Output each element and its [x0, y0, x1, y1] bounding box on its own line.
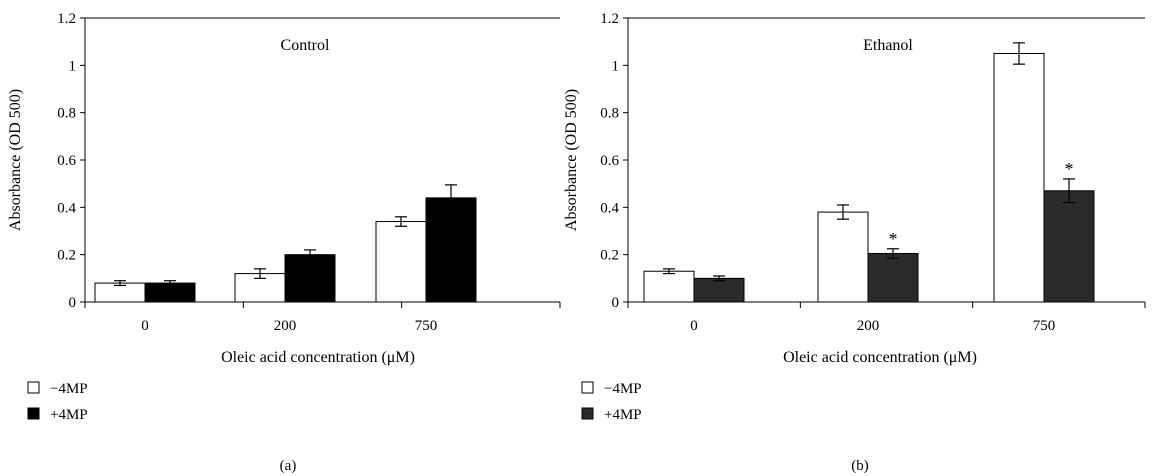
bar	[867, 252, 919, 303]
y-tick-label: 1.2	[57, 11, 76, 27]
x-tick-label: 0	[690, 318, 698, 334]
legend-label: +4MP	[604, 407, 642, 423]
y-tick-label: 1.2	[600, 11, 619, 27]
bar	[1043, 190, 1095, 303]
y-tick-label: 1	[612, 58, 620, 74]
y-tick-label: 0	[612, 295, 620, 311]
bar	[817, 211, 869, 303]
legend-swatch	[27, 407, 40, 420]
y-tick-label: 0.4	[600, 200, 619, 216]
y-tick-label: 0.2	[57, 248, 76, 264]
x-tick-label: 750	[415, 318, 438, 334]
significance-star: *	[889, 229, 898, 249]
legend-label: +4MP	[50, 407, 88, 423]
bar	[284, 254, 336, 303]
y-tick-label: 0.6	[600, 153, 619, 169]
y-axis-label: Absorbance (OD 500)	[7, 89, 24, 231]
x-tick-label: 750	[1033, 318, 1056, 334]
panel-label: (a)	[280, 458, 297, 474]
significance-star: *	[1065, 159, 1074, 179]
x-axis-label: Oleic acid concentration (μM)	[783, 349, 977, 366]
y-tick-label: 0.8	[57, 106, 76, 122]
chart-inset-title: Control	[281, 37, 330, 54]
y-tick-label: 0.8	[600, 106, 619, 122]
y-tick-label: 1	[69, 58, 77, 74]
bar	[643, 270, 695, 303]
y-tick-label: 0.4	[57, 200, 76, 216]
y-axis-label: Absorbance (OD 500)	[563, 89, 580, 231]
y-tick-label: 0.2	[600, 248, 619, 264]
panel-a: 0 0.2 0.4 0.6 0.8 1 1.2 0 200 750 Control Absorbanc…	[7, 11, 561, 474]
legend-swatch	[27, 381, 40, 394]
bar	[993, 53, 1045, 303]
panel-b: 0 0.2 0.4 0.6 0.8 1 1.2 0 200 750 * * Ethanol Absorba…	[563, 11, 1146, 474]
bar	[375, 221, 427, 303]
bar	[425, 197, 477, 303]
bar	[693, 277, 745, 303]
y-tick-label: 0.6	[57, 153, 76, 169]
x-tick-label: 200	[274, 318, 297, 334]
x-tick-label: 200	[857, 318, 880, 334]
y-tick-label: 0	[69, 295, 77, 311]
x-tick-label: 0	[141, 318, 149, 334]
legend-swatch	[581, 381, 594, 394]
x-axis-label: Oleic acid concentration (μM)	[221, 349, 415, 366]
legend-swatch	[581, 407, 594, 420]
panel-label: (b)	[851, 458, 869, 474]
chart-inset-title: Ethanol	[863, 37, 913, 54]
legend-label: −4MP	[50, 381, 88, 397]
legend-label: −4MP	[604, 381, 642, 397]
